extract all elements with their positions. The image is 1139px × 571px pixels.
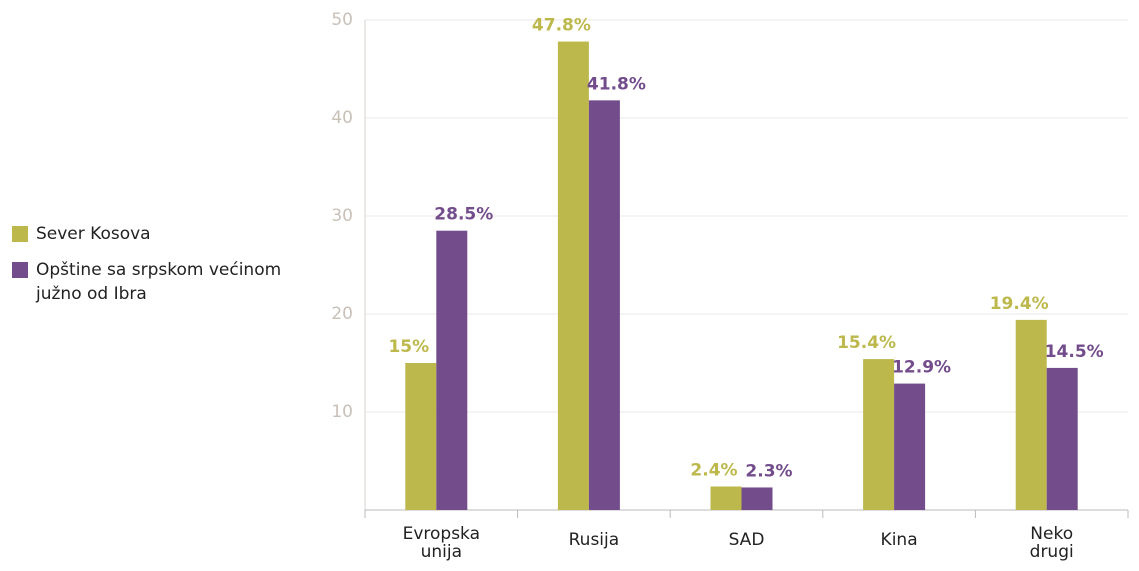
- bar: [557, 41, 589, 511]
- x-tick-label-line: Evropska: [403, 524, 480, 544]
- y-tick-label: 20: [331, 304, 353, 324]
- legend-label: Sever Kosova: [36, 224, 151, 244]
- value-label: 41.8%: [587, 74, 646, 94]
- bar: [588, 100, 620, 511]
- y-tick-label: 50: [331, 10, 353, 30]
- value-label: 14.5%: [1045, 342, 1104, 362]
- x-tick-label-line: drugi: [1030, 542, 1074, 562]
- value-label: 12.9%: [892, 358, 951, 378]
- y-tick-label: 10: [331, 402, 353, 422]
- bar: [863, 359, 895, 510]
- x-tick-label: SAD: [729, 530, 765, 550]
- x-tick-label-line: Neko: [1030, 524, 1073, 544]
- x-tick-label: Kina: [881, 530, 918, 550]
- x-tick-label: Evropska unija: [403, 524, 480, 562]
- value-label: 2.4%: [690, 460, 737, 480]
- y-tick-label: 40: [331, 108, 353, 128]
- y-tick-label: 30: [331, 206, 353, 226]
- x-tick-label-line: unija: [421, 542, 462, 562]
- legend-swatch: [12, 262, 28, 278]
- legend-swatch: [12, 226, 28, 242]
- value-label: 47.8%: [532, 16, 591, 36]
- bar: [405, 363, 437, 510]
- x-tick-label: Neko drugi: [1030, 524, 1074, 562]
- legend-item: Sever Kosova: [12, 222, 282, 246]
- legend-item: Opštine sa srpskom većinom južno od Ibra: [12, 258, 282, 306]
- bar: [894, 383, 926, 510]
- x-tick-label: Rusija: [569, 530, 620, 550]
- value-label: 2.3%: [745, 461, 792, 481]
- bar: [1046, 367, 1078, 510]
- value-label: 15%: [388, 337, 429, 357]
- value-label: 15.4%: [837, 333, 896, 353]
- legend-label: Opštine sa srpskom većinom južno od Ibra: [36, 260, 282, 304]
- bar: [741, 487, 773, 510]
- value-label: 28.5%: [434, 205, 493, 225]
- legend: Sever Kosova Opštine sa srpskom većinom j…: [12, 222, 282, 318]
- value-label: 19.4%: [990, 294, 1049, 314]
- bar: [710, 486, 742, 510]
- bar: [1015, 319, 1047, 510]
- bar: [436, 230, 468, 510]
